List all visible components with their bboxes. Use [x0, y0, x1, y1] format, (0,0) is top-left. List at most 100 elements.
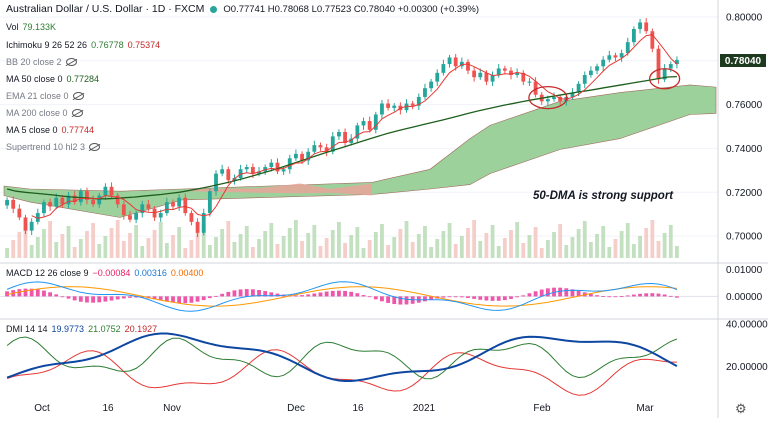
- legend-ma5[interactable]: MA 5 close 0 0.77744: [6, 125, 94, 135]
- volume-bar: [300, 241, 304, 258]
- volume-bar: [17, 232, 22, 258]
- candle-body: [625, 42, 630, 54]
- volume-bar: [263, 231, 268, 258]
- legend-label: MA 50 close 0: [6, 74, 63, 84]
- volume-bar: [183, 248, 188, 258]
- candle-body: [380, 103, 384, 115]
- candle-body: [60, 197, 65, 205]
- candle-body: [17, 208, 22, 218]
- macd-hist-bar: [91, 296, 96, 303]
- volume-bar: [238, 234, 243, 258]
- candle-body: [644, 22, 649, 32]
- volume-bar: [35, 237, 40, 258]
- candle-body: [423, 88, 427, 97]
- volume-bar: [638, 236, 642, 258]
- hidden-eye-icon[interactable]: [65, 58, 77, 66]
- macd-hist-bar: [183, 296, 188, 304]
- macd-hist-bar: [103, 296, 108, 302]
- macd-hist-bar: [423, 296, 427, 302]
- macd-hist-bar: [398, 296, 403, 305]
- volume-bar: [668, 225, 673, 258]
- volume-bar: [97, 244, 102, 258]
- candle-body: [318, 145, 323, 148]
- volume-bar: [152, 230, 157, 258]
- volume-bar: [613, 239, 618, 258]
- macd-hist-bar: [109, 296, 114, 301]
- candle-body: [343, 132, 347, 143]
- candle-body: [275, 162, 280, 172]
- candle-body: [441, 64, 446, 73]
- macd-hist-bar: [232, 290, 237, 297]
- candle-body: [490, 75, 495, 82]
- candle-body: [214, 173, 218, 192]
- candle-body: [66, 195, 71, 205]
- candle-body: [281, 169, 286, 172]
- volume-bar: [509, 230, 513, 258]
- volume-bar: [435, 239, 440, 258]
- candle-body: [220, 169, 225, 174]
- macd-hist-bar: [545, 288, 550, 297]
- macd-hist-bar: [447, 296, 452, 298]
- volume-bar: [361, 248, 366, 258]
- candle-body: [607, 55, 612, 60]
- macd-hist-bar: [625, 295, 630, 297]
- legend-ichimoku[interactable]: Ichimoku 9 26 52 26 0.76778 0.75374: [6, 40, 160, 50]
- candle-body: [140, 204, 145, 214]
- volume-bar: [515, 222, 520, 258]
- macd-tick-label: 0.00000: [726, 292, 763, 303]
- candle-body: [601, 59, 606, 67]
- macd-line: [6, 281, 678, 312]
- macd-hist-bar: [429, 296, 434, 300]
- macd-hist-bar: [515, 296, 520, 298]
- candle-body: [453, 57, 458, 67]
- macd-hist-bar: [35, 289, 40, 297]
- hidden-eye-icon[interactable]: [72, 92, 84, 100]
- legend-dmi[interactable]: DMI 14 14 19.9773 21.0752 20.1927: [6, 324, 157, 334]
- symbol-title[interactable]: Australian Dollar / U.S. Dollar · 1D · F…: [6, 3, 205, 15]
- volume-bar: [226, 221, 231, 258]
- support-circle-feb: [528, 85, 568, 110]
- hidden-eye-icon[interactable]: [71, 109, 83, 117]
- volume-bar: [121, 241, 126, 258]
- candle-body: [404, 103, 409, 111]
- macd-hist-bar: [521, 295, 526, 297]
- macd-hist-bar: [226, 291, 231, 297]
- macd-hist-bar: [502, 296, 507, 301]
- legend-bb[interactable]: BB 20 close 2: [6, 57, 77, 67]
- candle-body: [435, 72, 440, 82]
- candle-body: [5, 199, 9, 206]
- volume-bar: [441, 231, 446, 258]
- macd-hist-bar: [564, 288, 569, 297]
- macd-hist-bar: [632, 294, 636, 297]
- legend-macd[interactable]: MACD 12 26 close 9 −0.00084 0.00316 0.00…: [6, 268, 203, 278]
- legend-label: MA 200 close 0: [6, 108, 68, 118]
- macd-hist-bar: [662, 294, 667, 297]
- volume-bar: [398, 229, 403, 258]
- legend-value: 21.0752: [88, 324, 121, 334]
- volume-bar: [189, 240, 194, 258]
- volume-bar: [11, 240, 16, 258]
- volume-bar: [416, 234, 421, 258]
- settings-gear-icon[interactable]: ⚙: [735, 401, 747, 416]
- legend-supertrend[interactable]: Supertrend 10 hl2 3: [6, 142, 101, 152]
- legend-ma200[interactable]: MA 200 close 0: [6, 108, 83, 118]
- hidden-eye-icon[interactable]: [89, 143, 101, 151]
- macd-hist-bar: [97, 296, 102, 303]
- macd-hist-bar: [300, 295, 304, 297]
- candle-body: [447, 57, 452, 65]
- candle-body: [103, 186, 108, 196]
- candle-body: [134, 213, 139, 220]
- volume-bar: [232, 242, 237, 258]
- macd-hist-bar: [539, 289, 544, 297]
- legend-vol[interactable]: Vol 79.133K: [6, 22, 56, 32]
- time-tick-label: Feb: [533, 403, 551, 414]
- volume-bar: [343, 243, 347, 258]
- legend-ema21[interactable]: EMA 21 close 0: [6, 91, 84, 101]
- legend-value: 0.77744: [61, 125, 95, 135]
- macd-hist-bar: [306, 294, 311, 297]
- legend-ma50[interactable]: MA 50 close 0 0.77284: [6, 74, 99, 84]
- candle-body: [287, 158, 292, 170]
- volume-bar: [625, 223, 630, 258]
- macd-hist-bar: [257, 290, 261, 297]
